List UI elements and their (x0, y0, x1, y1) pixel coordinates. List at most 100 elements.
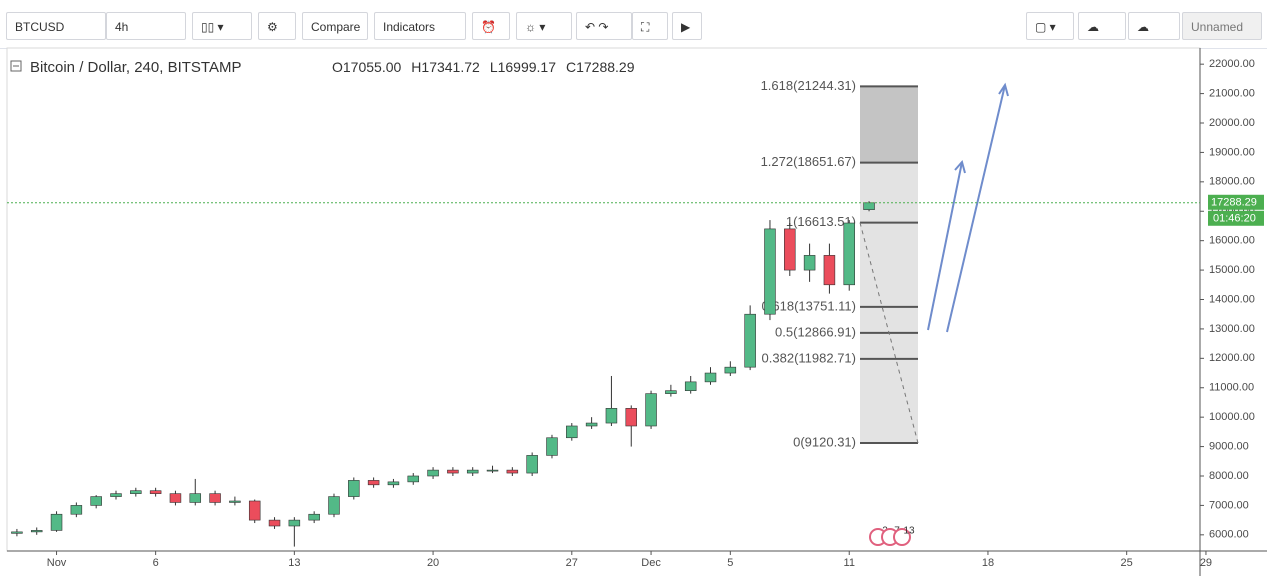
interval[interactable]: 4h (106, 12, 186, 40)
candle-body (863, 202, 875, 210)
candle-body (189, 493, 202, 503)
y-tick-label: 12000.00 (1209, 352, 1255, 364)
candle-body (526, 455, 538, 474)
candle-body (268, 519, 281, 527)
templates[interactable]: ☼ ▾ (516, 12, 572, 40)
candle-body (585, 422, 598, 427)
ohlc-value: L16999.17 (490, 59, 556, 75)
candle-body (506, 469, 519, 474)
fib-label: 0.618(13751.11) (762, 298, 856, 313)
fullscreen[interactable]: ⛶ (632, 12, 668, 40)
plot-area (6, 47, 1201, 552)
settings[interactable]: ⚙ (258, 12, 296, 40)
y-tick-label: 22000.00 (1209, 58, 1255, 70)
x-tick-label: Nov (47, 557, 67, 569)
candle-body (724, 366, 737, 374)
candle-body (704, 372, 717, 383)
collapse-icon[interactable] (10, 60, 22, 72)
countdown-label: 01:46:20 (1213, 213, 1256, 225)
candle-body (288, 519, 301, 527)
y-tick-label: 20000.00 (1209, 117, 1255, 129)
compare[interactable]: Compare (302, 12, 368, 40)
chart-style[interactable]: ▯▯ ▾ (192, 12, 252, 40)
x-tick-label: 18 (982, 557, 994, 569)
fib-label: 0.5(12866.91) (775, 324, 856, 339)
candle-body (70, 505, 83, 515)
fib-label: 1.272(18651.67) (761, 154, 856, 169)
x-tick-label: 27 (566, 557, 578, 569)
candle-body (130, 490, 142, 494)
last-price-label: 17288.29 (1211, 197, 1257, 209)
event-label: 13 (903, 526, 915, 537)
candle-body (566, 425, 578, 439)
y-tick-label: 9000.00 (1209, 440, 1249, 452)
x-tick-label: 20 (427, 557, 439, 569)
alert[interactable]: ⏰ (472, 12, 510, 40)
candle-body (229, 500, 241, 503)
x-tick-label: 25 (1121, 557, 1133, 569)
candle-body (843, 222, 855, 286)
x-tick-label: 11 (844, 557, 855, 569)
y-tick-label: 7000.00 (1209, 499, 1249, 511)
candle-body (823, 255, 836, 286)
y-tick-label: 8000.00 (1209, 470, 1249, 482)
last-price-tag (1208, 194, 1264, 210)
candle-body (387, 481, 400, 486)
candle-body (407, 475, 420, 483)
candle-body (90, 496, 102, 506)
y-tick-label: 16000.00 (1209, 235, 1255, 247)
candle-body (605, 408, 618, 424)
layout[interactable]: ▢ ▾ (1026, 12, 1074, 40)
y-tick-label: 14000.00 (1209, 293, 1255, 305)
ohlc-value: C17288.29 (566, 59, 635, 75)
y-tick-label: 19000.00 (1209, 146, 1255, 158)
fib-label: 0(9120.31) (793, 434, 856, 449)
candle-body (149, 490, 162, 494)
candle-body (625, 408, 637, 427)
arrow (927, 161, 963, 331)
x-tick-label: Dec (641, 557, 661, 569)
toolbar: BTCUSD 4h ▯▯ ▾ ⚙ Compare Indicators ⏰ ☼ … (0, 0, 1267, 49)
x-tick-label: 29 (1200, 557, 1212, 569)
save[interactable]: ☁ (1128, 12, 1180, 40)
candle-body (546, 437, 558, 456)
candle-body (50, 513, 63, 531)
y-tick-label: 21000.00 (1209, 87, 1255, 99)
event-marker (893, 528, 911, 546)
y-tick-label: 10000.00 (1209, 411, 1255, 423)
symbol-input[interactable]: BTCUSD (6, 12, 106, 40)
candle-body (665, 390, 677, 394)
arrow-head (954, 159, 966, 174)
replay[interactable]: ▶ (672, 12, 702, 40)
fib-label: 0.382(11982.71) (762, 350, 856, 365)
candle-body (784, 228, 796, 271)
indicators[interactable]: Indicators (374, 12, 466, 40)
arrow (946, 84, 1006, 333)
ohlc-value: O17055.00 (332, 59, 401, 75)
layout-name[interactable]: Unnamed (1182, 12, 1262, 40)
y-tick-label: 18000.00 (1209, 176, 1255, 188)
ohlc-legend: O17055.00 H17341.72 L16999.17 C17288.29 (332, 59, 635, 75)
countdown-tag (1208, 210, 1264, 226)
candle-body (764, 228, 776, 315)
undo-redo[interactable]: ↶ ↷ (576, 12, 632, 40)
fib-label: 1.618(21244.31) (761, 78, 856, 93)
x-tick-label: 5 (727, 557, 733, 569)
candle-body (348, 480, 360, 497)
y-tick-label: 11000.00 (1209, 382, 1254, 394)
candle-body (30, 530, 43, 533)
candle-body (744, 313, 756, 368)
candle-body (110, 493, 122, 497)
chart-title: Bitcoin / Dollar, 240, BITSTAMP (30, 59, 241, 76)
candle-body (486, 469, 499, 472)
y-tick-label: 6000.00 (1209, 529, 1249, 541)
fib-zone (860, 86, 918, 163)
load[interactable]: ☁ (1078, 12, 1126, 40)
fib-trend (859, 222, 919, 444)
candle-body (684, 381, 697, 391)
candle-body (209, 493, 221, 503)
candle-body (308, 513, 320, 521)
candle-body (645, 393, 657, 427)
